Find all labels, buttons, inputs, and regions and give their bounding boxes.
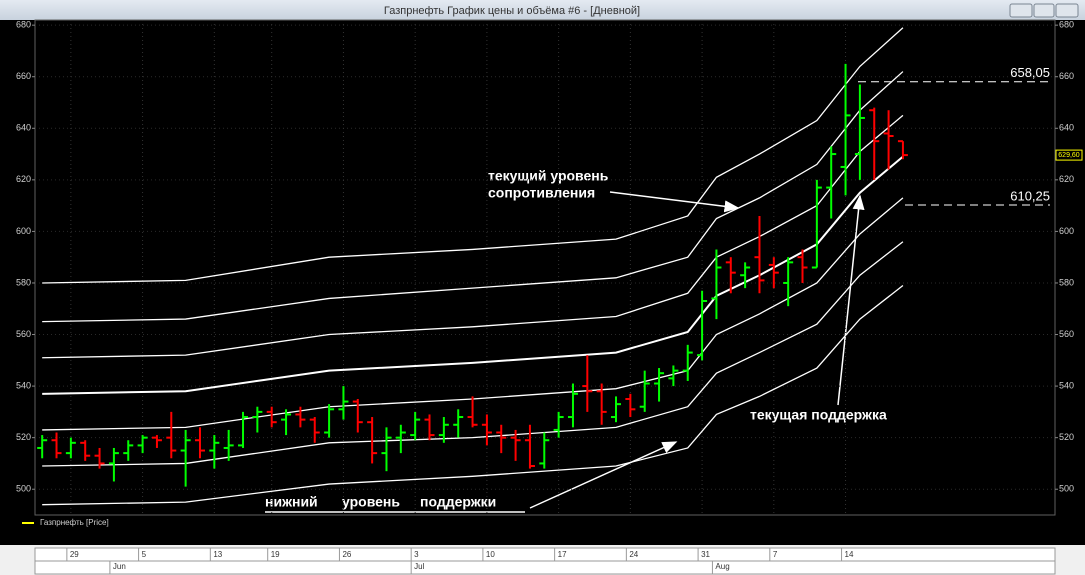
month-label: Jun bbox=[113, 562, 126, 571]
y-tick-label: 600 bbox=[16, 226, 31, 236]
y-tick-label: 520 bbox=[16, 432, 31, 442]
x-tick-label: 19 bbox=[271, 550, 280, 559]
arrow bbox=[529, 441, 678, 509]
annotation: поддержки bbox=[420, 494, 496, 510]
y-tick-label: 580 bbox=[16, 277, 31, 287]
envelope-line bbox=[42, 285, 904, 506]
y-tick-label: 660 bbox=[16, 71, 31, 81]
y-tick-label: 620 bbox=[16, 174, 31, 184]
y2-tick-label: 560 bbox=[1059, 329, 1074, 339]
y-tick-label: 540 bbox=[16, 380, 31, 390]
y2-tick-label: 520 bbox=[1059, 432, 1074, 442]
arrow bbox=[609, 191, 740, 213]
x-tick-label: 26 bbox=[342, 550, 351, 559]
envelope-line bbox=[42, 155, 904, 395]
annotation: текущая поддержка bbox=[750, 407, 887, 423]
x-tick-label: 3 bbox=[414, 550, 419, 559]
y-tick-label: 500 bbox=[16, 484, 31, 494]
annotation: нижний bbox=[265, 494, 318, 510]
arrow bbox=[837, 194, 865, 406]
x-tick-label: 24 bbox=[629, 550, 638, 559]
y2-tick-label: 620 bbox=[1059, 174, 1074, 184]
y2-tick-label: 660 bbox=[1059, 71, 1074, 81]
y2-tick-label: 580 bbox=[1059, 277, 1074, 287]
y2-tick-label: 680 bbox=[1059, 20, 1074, 30]
y2-tick-label: 640 bbox=[1059, 123, 1074, 133]
x-tick-label: 10 bbox=[486, 550, 495, 559]
annotation: сопротивления bbox=[488, 185, 595, 201]
y-tick-label: 680 bbox=[16, 20, 31, 30]
legend-label: Газпрнефть [Price] bbox=[40, 518, 109, 527]
month-label: Jul bbox=[414, 562, 424, 571]
x-tick-label: 14 bbox=[845, 550, 854, 559]
window-buttons[interactable] bbox=[1009, 3, 1079, 18]
x-tick-label: 17 bbox=[558, 550, 567, 559]
x-tick-label: 31 bbox=[701, 550, 710, 559]
level-label: 658,05 bbox=[1010, 65, 1050, 80]
x-tick-label: 13 bbox=[213, 550, 222, 559]
envelope-line bbox=[42, 27, 904, 284]
window-title: Газпрнефть График цены и объёма #6 - [Дн… bbox=[384, 5, 640, 17]
x-tick-label: 7 bbox=[773, 550, 778, 559]
title-bar bbox=[0, 0, 1085, 20]
y2-tick-label: 540 bbox=[1059, 380, 1074, 390]
annotation: уровень bbox=[342, 494, 400, 510]
y-tick-label: 640 bbox=[16, 123, 31, 133]
y2-tick-label: 600 bbox=[1059, 226, 1074, 236]
month-label: Aug bbox=[715, 562, 729, 571]
annotation: текущий уровень bbox=[488, 168, 609, 184]
last-price-label: 629,60 bbox=[1058, 152, 1080, 159]
x-tick-label: 29 bbox=[70, 550, 79, 559]
envelope-line bbox=[42, 241, 904, 467]
level-label: 610,25 bbox=[1010, 188, 1050, 203]
x-tick-label: 5 bbox=[142, 550, 147, 559]
last-price-box bbox=[1055, 149, 1083, 161]
y2-tick-label: 500 bbox=[1059, 484, 1074, 494]
y-tick-label: 560 bbox=[16, 329, 31, 339]
